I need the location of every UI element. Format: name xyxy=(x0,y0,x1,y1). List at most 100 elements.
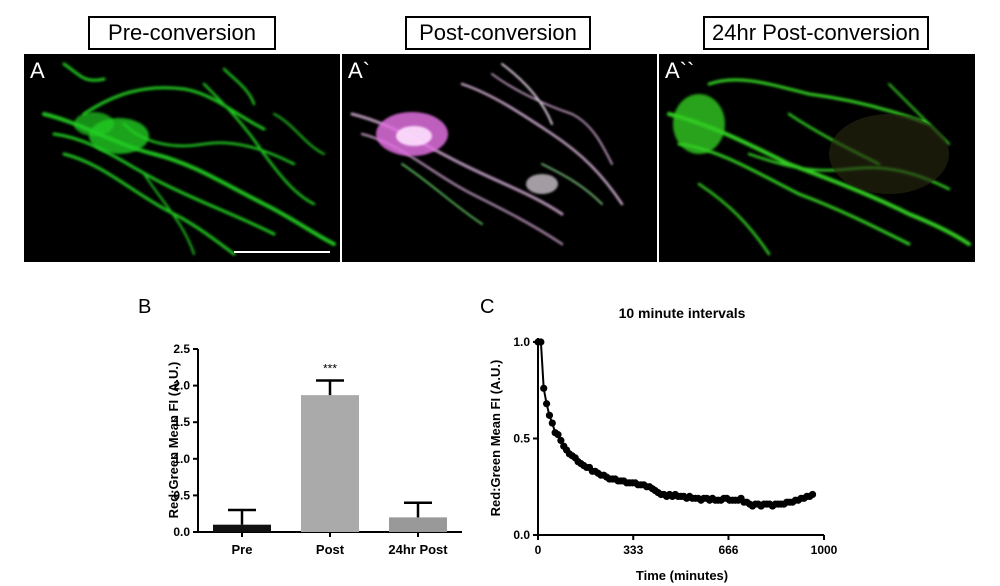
line-chart-point xyxy=(648,485,657,493)
line-chart-point xyxy=(580,461,588,470)
line-chart-point xyxy=(786,498,794,506)
line-chart-point xyxy=(754,500,762,508)
line-chart-point xyxy=(660,490,668,499)
line-chart-point xyxy=(588,467,596,475)
line-chart-point xyxy=(623,479,631,487)
line-chart-point xyxy=(611,475,619,483)
line-chart-point xyxy=(551,429,559,437)
line-chart-point xyxy=(788,498,797,506)
bar-chart-y-tick-label: 0.5 xyxy=(173,488,190,502)
line-chart-point xyxy=(691,494,699,502)
line-chart-point xyxy=(800,494,808,502)
line-chart-point xyxy=(714,496,722,504)
panel-letter-a-double-prime: A`` xyxy=(665,58,695,83)
line-chart-point xyxy=(554,431,562,439)
line-chart-point xyxy=(548,419,556,427)
bar-chart-y-tick-label: 2.0 xyxy=(173,379,190,393)
line-chart-point xyxy=(645,483,654,491)
line-chart-point xyxy=(783,498,791,506)
line-chart-point xyxy=(671,490,679,499)
line-chart-point xyxy=(768,502,777,510)
line-chart-point xyxy=(625,479,634,487)
line-chart-point xyxy=(617,477,625,485)
scale-bar xyxy=(234,251,330,253)
line-chart-point xyxy=(746,500,754,508)
line-chart-point xyxy=(688,494,697,502)
line-chart-point xyxy=(657,490,665,499)
line-chart-y-tick-label: 0.0 xyxy=(513,528,530,542)
line-chart-point xyxy=(697,496,705,504)
line-chart-point xyxy=(571,454,579,462)
line-chart-point xyxy=(542,400,551,408)
line-chart-point xyxy=(711,496,719,504)
line-chart-point xyxy=(594,469,602,477)
panel-title-post: Post-conversion xyxy=(405,16,591,50)
line-chart-point xyxy=(685,492,694,500)
line-chart-point xyxy=(757,502,765,510)
line-chart-point xyxy=(608,475,616,483)
line-chart-point xyxy=(640,481,648,489)
line-chart-point xyxy=(603,473,611,481)
line-chart-y-tick-label: 1.0 xyxy=(513,335,530,349)
chart-letter-b: B xyxy=(138,296,152,318)
line-chart-point xyxy=(760,500,768,508)
line-chart-point xyxy=(628,479,636,487)
line-chart-point xyxy=(794,496,802,504)
line-chart-point xyxy=(545,411,554,419)
line-chart-point xyxy=(737,494,745,502)
line-chart-point xyxy=(563,446,571,454)
line-chart-point xyxy=(763,500,771,508)
line-chart-x-tick-label: 0 xyxy=(535,543,542,557)
line-chart-point xyxy=(560,442,568,450)
line-chart-point xyxy=(694,494,702,502)
bar-chart-y-tick-label: 0.0 xyxy=(173,525,190,539)
line-chart-point xyxy=(766,500,774,508)
line-chart-point xyxy=(726,496,734,504)
line-chart-xlabel: Time (minutes) xyxy=(636,568,728,583)
line-chart-point xyxy=(803,492,811,500)
line-chart-point xyxy=(808,490,817,499)
line-chart-point xyxy=(677,492,685,500)
line-chart-point xyxy=(568,452,576,460)
line-chart-point xyxy=(734,496,742,504)
line-chart-point xyxy=(674,492,682,500)
line-chart-point xyxy=(620,477,628,485)
line-chart-point xyxy=(565,450,574,458)
chart-letter-c: C xyxy=(480,296,495,318)
line-chart-point xyxy=(743,498,751,506)
line-chart-point xyxy=(720,494,728,502)
line-chart-point xyxy=(723,494,731,502)
bar xyxy=(213,524,271,532)
line-chart-point xyxy=(797,494,805,502)
line-chart-point xyxy=(605,475,614,483)
line-chart-point xyxy=(706,496,714,504)
micrograph-pre: A xyxy=(24,54,340,262)
line-chart-title: 10 minute intervals xyxy=(619,305,746,321)
line-chart-point xyxy=(583,463,591,472)
line-chart-x-tick-label: 666 xyxy=(718,543,738,557)
micrograph-post-image xyxy=(350,63,624,246)
bar-chart-y-tick-label: 1.0 xyxy=(173,452,190,466)
line-chart-point xyxy=(591,467,599,475)
line-chart-point xyxy=(668,492,677,500)
line-chart-point xyxy=(534,338,542,346)
line-chart-point xyxy=(748,502,757,510)
line-chart-point xyxy=(777,500,785,508)
line-chart-point xyxy=(740,498,748,506)
panel-letter-a: A xyxy=(30,58,45,83)
panel-title-24hr: 24hr Post-conversion xyxy=(703,16,929,50)
line-chart-point xyxy=(557,436,565,445)
line-chart-series-line xyxy=(538,341,814,508)
line-chart-point xyxy=(708,494,717,502)
line-chart-point xyxy=(774,500,782,508)
micrograph-post: A` xyxy=(342,54,657,262)
line-chart-x-tick-label: 1000 xyxy=(811,543,838,557)
line-chart-point xyxy=(600,471,608,479)
line-chart-point xyxy=(806,492,814,500)
panel-title-pre: Pre-conversion xyxy=(88,16,276,50)
bar-chart-category-label: Post xyxy=(316,542,345,557)
bar xyxy=(389,517,447,532)
line-chart-point xyxy=(585,463,594,472)
line-chart-point xyxy=(751,500,759,508)
line-chart-point xyxy=(717,496,725,504)
